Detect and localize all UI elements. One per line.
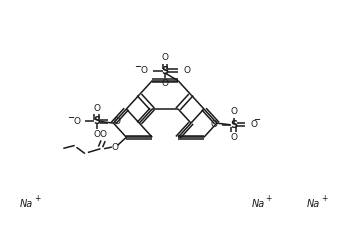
Text: O: O (210, 120, 217, 129)
Text: +: + (321, 194, 327, 203)
Text: O: O (111, 143, 118, 152)
Text: O: O (93, 130, 100, 139)
Text: O: O (162, 53, 169, 62)
Text: +: + (265, 194, 272, 203)
Text: O: O (99, 130, 107, 139)
Text: O: O (114, 117, 121, 126)
Text: −: − (67, 113, 74, 122)
Text: Na: Na (20, 199, 33, 209)
Text: O: O (73, 117, 80, 126)
Text: O: O (93, 104, 100, 113)
Text: Na: Na (251, 199, 265, 209)
Text: +: + (34, 194, 40, 203)
Text: S: S (162, 66, 169, 76)
Text: O: O (230, 133, 237, 142)
Text: S: S (93, 116, 100, 126)
Text: O: O (183, 66, 191, 75)
Text: O: O (251, 120, 258, 129)
Text: O: O (230, 107, 237, 116)
Text: S: S (230, 120, 237, 130)
Text: O: O (140, 66, 148, 75)
Text: Na: Na (307, 199, 320, 209)
Text: −: − (253, 115, 260, 124)
Text: −: − (134, 62, 141, 71)
Text: O: O (162, 79, 169, 89)
